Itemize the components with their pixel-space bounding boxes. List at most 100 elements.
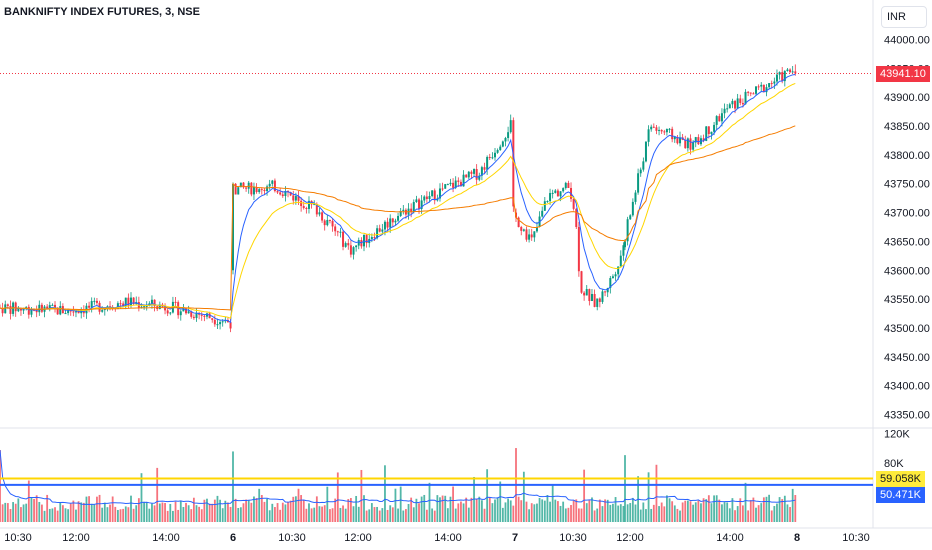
price-tick-label: 43350.00 xyxy=(884,409,930,421)
volume-bar xyxy=(731,498,734,522)
volume-bar xyxy=(166,510,169,522)
price-tick-label: 43400.00 xyxy=(884,381,930,393)
candle-body xyxy=(720,113,723,122)
candle-body xyxy=(276,191,279,193)
volume-bar xyxy=(598,499,601,522)
volume-bar xyxy=(789,507,791,522)
candle-body xyxy=(679,137,682,144)
volume-bar xyxy=(601,506,604,522)
candle-body xyxy=(412,202,415,213)
candle-body xyxy=(30,309,33,315)
volume-bar xyxy=(255,498,258,522)
volume-bar xyxy=(449,496,452,522)
volume-bar xyxy=(494,499,496,522)
candle-body xyxy=(418,199,421,209)
candle-body xyxy=(588,289,591,302)
candle-body xyxy=(300,200,303,207)
volume-bar xyxy=(117,509,119,522)
time-tick-label: 10:30 xyxy=(4,532,32,544)
volume-bar xyxy=(481,500,483,522)
candle-body xyxy=(778,72,781,75)
volume-bar xyxy=(520,500,523,522)
candle-body xyxy=(56,307,59,315)
volume-bar xyxy=(543,500,546,522)
volume-bar xyxy=(221,508,224,522)
time-tick-label: 14:00 xyxy=(716,532,744,544)
candle-body xyxy=(281,194,284,197)
volume-bar xyxy=(412,507,415,522)
candle-body xyxy=(601,291,604,302)
candle-body xyxy=(132,297,135,304)
candle-body xyxy=(357,240,360,246)
volume-bar xyxy=(509,500,512,522)
volume-bar xyxy=(77,501,80,522)
candle-body xyxy=(326,219,329,226)
volume-bar xyxy=(114,506,117,522)
candle-body xyxy=(192,316,195,319)
candle-body xyxy=(554,190,557,193)
volume-tick-label: 120K xyxy=(884,429,910,441)
volume-bar xyxy=(237,508,240,522)
candle-body xyxy=(611,276,614,279)
volume-bar xyxy=(88,496,90,522)
volume-bar xyxy=(137,498,140,522)
candle-body xyxy=(187,311,190,314)
volume-bar xyxy=(370,503,373,522)
volume-bar xyxy=(0,450,1,522)
candle-body xyxy=(676,136,679,144)
candle-body xyxy=(718,116,721,122)
candle-body xyxy=(219,322,222,325)
volume-bar xyxy=(323,505,326,522)
candle-body xyxy=(692,142,695,150)
volume-bar xyxy=(339,507,342,522)
volume-bar xyxy=(705,499,708,522)
price-tick-label: 44000.00 xyxy=(884,35,930,47)
candle-body xyxy=(273,180,276,192)
candle-body xyxy=(431,190,434,197)
candle-body xyxy=(507,132,510,138)
volume-bar xyxy=(499,481,502,522)
candle-body xyxy=(739,98,742,103)
candle-body xyxy=(279,192,282,195)
time-tick-label: 14:00 xyxy=(152,532,180,544)
volume-bar xyxy=(433,510,436,522)
volume-bar xyxy=(151,503,153,522)
candle-body xyxy=(40,304,43,312)
candle-body xyxy=(496,150,499,153)
volume-bar xyxy=(276,503,279,522)
candle-body xyxy=(323,220,326,226)
volume-bar xyxy=(739,498,742,522)
volume-bar xyxy=(791,488,794,522)
time-tick-label: 6 xyxy=(230,532,236,544)
volume-bar xyxy=(185,502,187,522)
volume-bar xyxy=(418,503,420,522)
volume-bar xyxy=(206,498,208,522)
volume-bar xyxy=(546,495,549,522)
volume-bar xyxy=(198,506,201,522)
candle-body xyxy=(211,318,214,320)
volume-bar xyxy=(551,483,554,522)
volume-bar xyxy=(536,503,538,522)
candle-body xyxy=(294,196,297,201)
volume-bar xyxy=(700,503,702,522)
candle-body xyxy=(634,192,637,202)
candle-body xyxy=(17,307,20,312)
candle-body xyxy=(203,315,206,317)
volume-bar xyxy=(239,507,242,522)
candle-body xyxy=(302,206,305,208)
candle-body xyxy=(652,126,655,128)
currency-button[interactable]: INR xyxy=(881,6,927,28)
volume-bar xyxy=(415,498,418,522)
candle-body xyxy=(617,266,620,275)
time-tick-label: 10:30 xyxy=(559,532,587,544)
candle-body xyxy=(297,196,300,201)
volume-bar xyxy=(639,509,642,522)
candle-body xyxy=(394,220,397,223)
candle-body xyxy=(252,187,255,195)
candle-body xyxy=(271,180,274,184)
volume-bar xyxy=(570,505,572,522)
candle-body xyxy=(713,124,716,132)
volume-bar xyxy=(612,503,614,522)
volume-bar xyxy=(585,503,588,522)
